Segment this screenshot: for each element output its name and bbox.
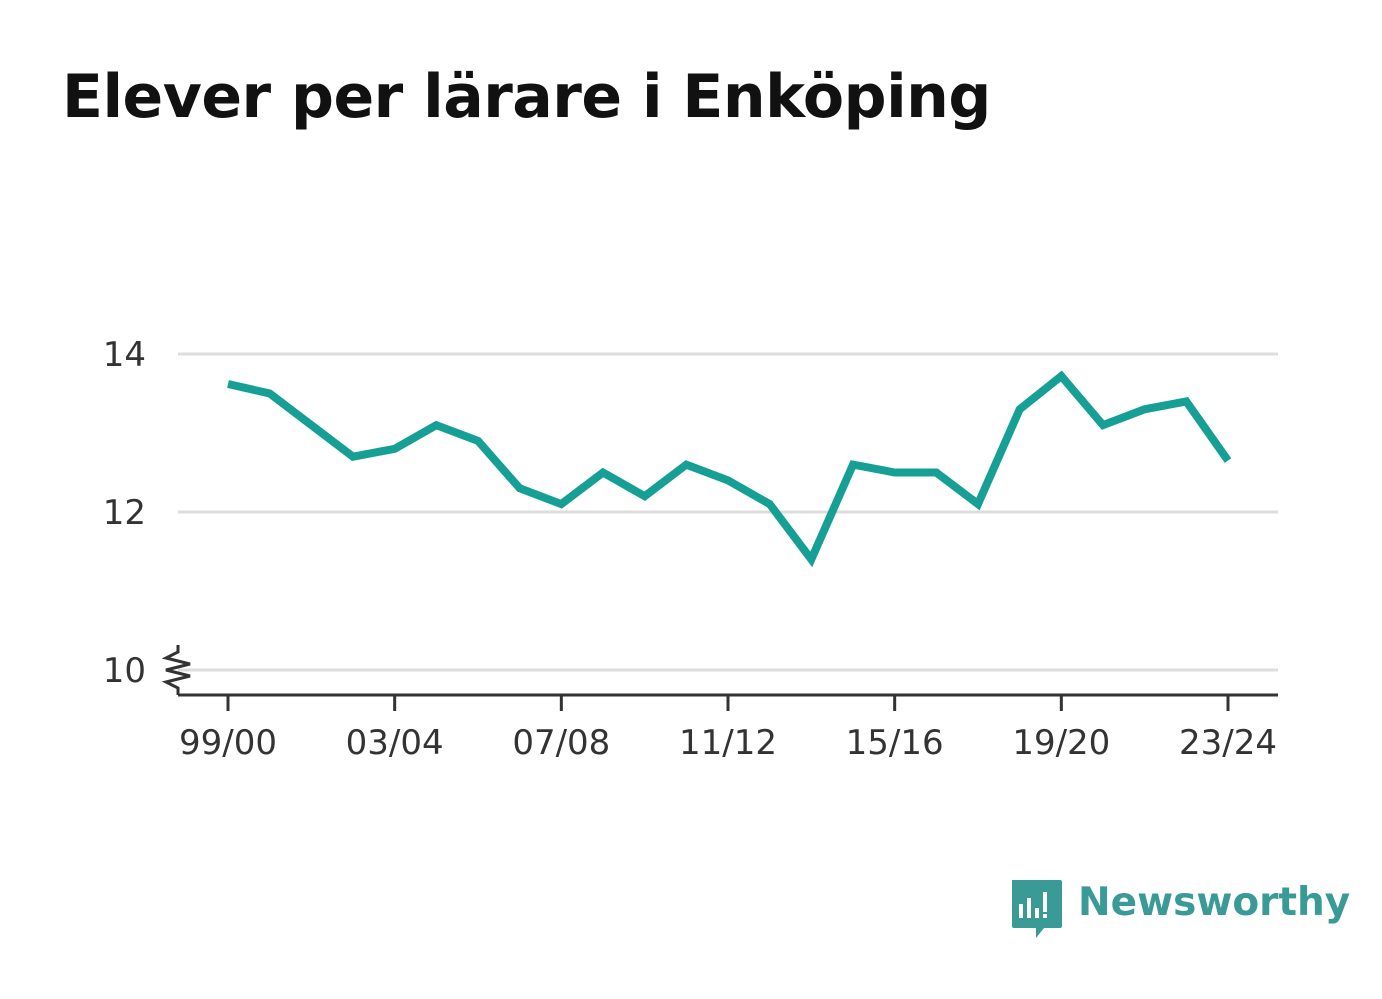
x-axis-ticks: 99/00 03/04 07/08 11/12 15/16 19/20 23/24 <box>179 695 1277 763</box>
newsworthy-logo-icon <box>1012 880 1062 938</box>
y-tick-label-14: 14 <box>103 335 146 375</box>
x-tick-label-11/12: 11/12 <box>679 723 777 763</box>
grid-lines <box>178 352 1278 672</box>
y-axis-break-icon <box>161 645 191 695</box>
series-group <box>227 370 1232 568</box>
x-tick-label-07/08: 07/08 <box>512 723 610 763</box>
y-tick-label-10: 10 <box>103 651 146 691</box>
series-line-0 <box>227 370 1232 568</box>
x-tick-label-23/24: 23/24 <box>1179 723 1277 763</box>
x-tick-label-99/00: 99/00 <box>179 723 277 763</box>
x-tick-label-19/20: 19/20 <box>1012 723 1110 763</box>
y-axis-ticks: 10 12 14 <box>103 335 146 691</box>
x-tick-label-03/04: 03/04 <box>346 723 444 763</box>
brand-logo: Newsworthy <box>1010 878 1350 940</box>
y-tick-label-12: 12 <box>103 493 146 533</box>
x-tick-label-15/16: 15/16 <box>846 723 944 763</box>
chart-title: Elever per lärare i Enköping <box>62 62 991 132</box>
brand-name: Newsworthy <box>1078 880 1351 925</box>
